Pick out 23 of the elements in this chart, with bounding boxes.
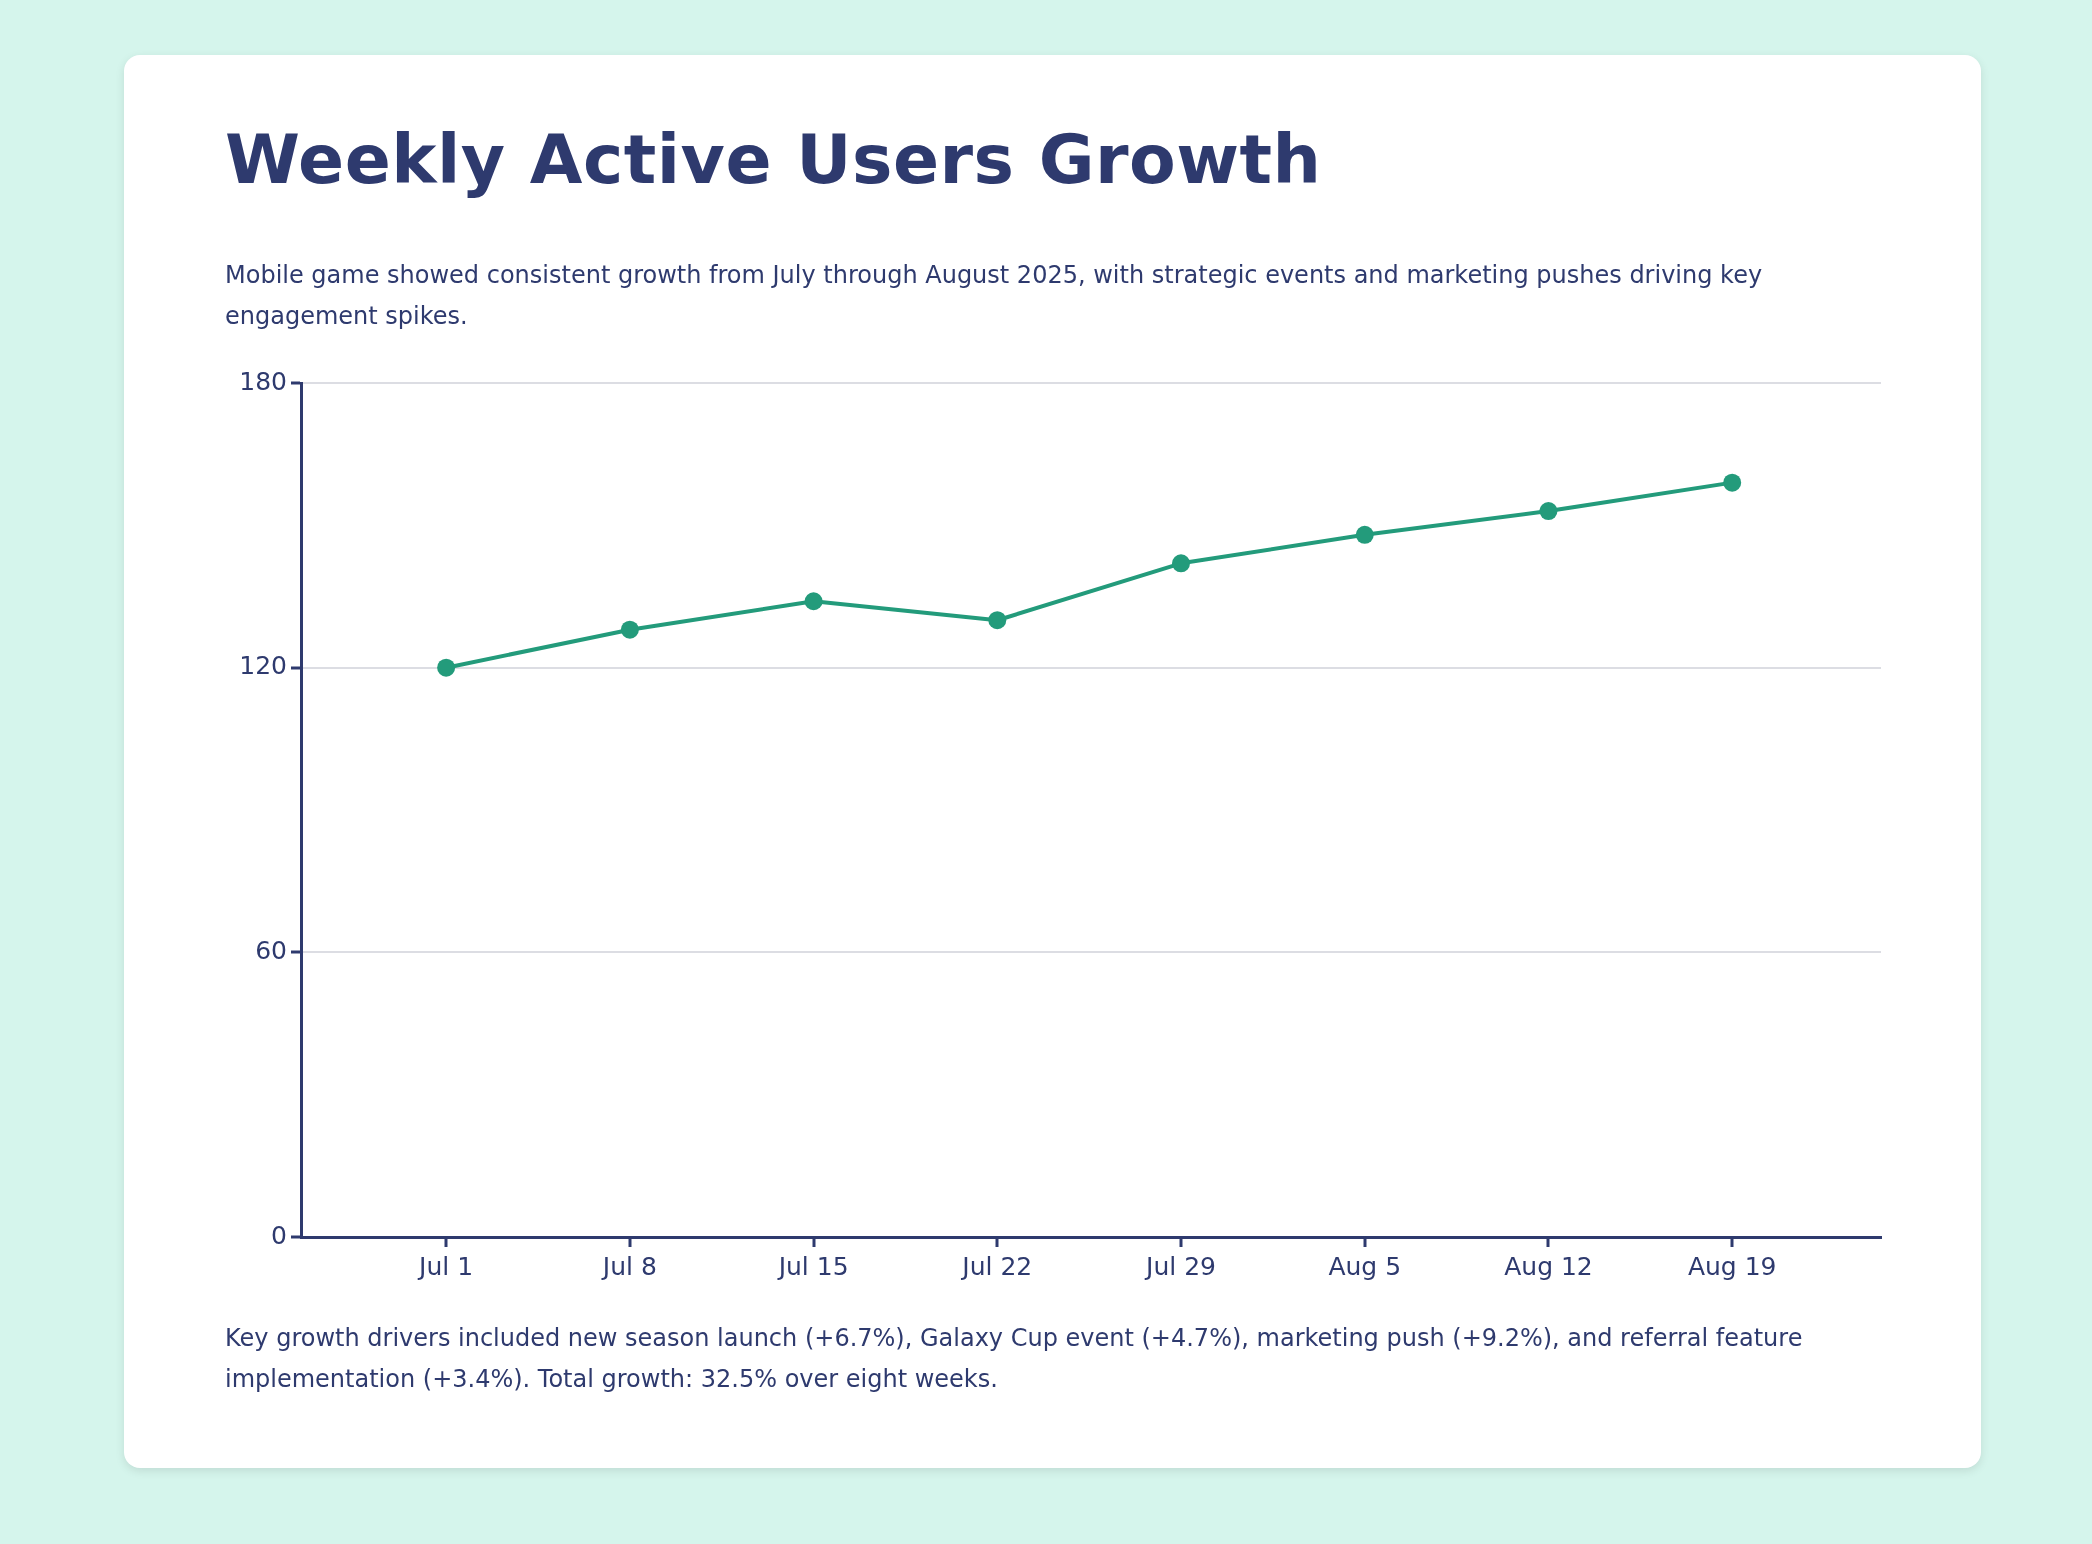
point <box>437 658 456 677</box>
text: Key growth drivers included new season launch (+6.7%), Galaxy Cup event (+4.7%), marketing push (+9.2%), and referral feature implementation (+3.4%). Total growth: 32.5% over eight weeks. <box>225 1323 1804 1395</box>
point <box>1172 554 1191 573</box>
chart-subtitle: Mobile game showed consistent growth from July through August 2025, with strategic events and marketing pushes driving key engagement spikes. <box>225 260 1764 332</box>
x-tick-label: Aug 5 <box>1328 1251 1402 1281</box>
x-tick-label: Jul 8 <box>600 1251 657 1281</box>
x-tick-label: Aug 19 <box>1687 1251 1777 1281</box>
y-tick-label: 180 <box>239 366 287 396</box>
y-tick-label: 60 <box>255 935 287 965</box>
point <box>988 611 1007 630</box>
x-tick-label: Jul 15 <box>776 1251 849 1281</box>
y-tick-label: 120 <box>239 651 287 681</box>
point <box>1355 525 1374 544</box>
x-tick-label: Jul 22 <box>960 1251 1033 1281</box>
point <box>804 592 823 611</box>
point <box>620 620 639 639</box>
y-tick-label: 0 <box>271 1220 287 1250</box>
point <box>1723 473 1742 492</box>
x-tick-label: Jul 1 <box>417 1251 474 1281</box>
x-tick-label: Aug 12 <box>1504 1251 1593 1281</box>
x-tick-label: Jul 29 <box>1144 1251 1216 1281</box>
point <box>1539 502 1558 521</box>
chart-title: Weekly Active Users Growth <box>225 120 1322 200</box>
